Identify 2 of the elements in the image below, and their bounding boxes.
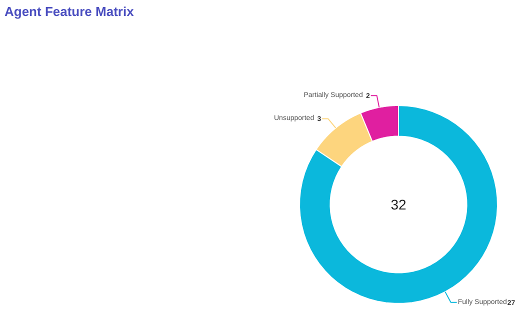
text: 32 [390,196,406,212]
text: Agent Feature Matrix [4,4,135,19]
